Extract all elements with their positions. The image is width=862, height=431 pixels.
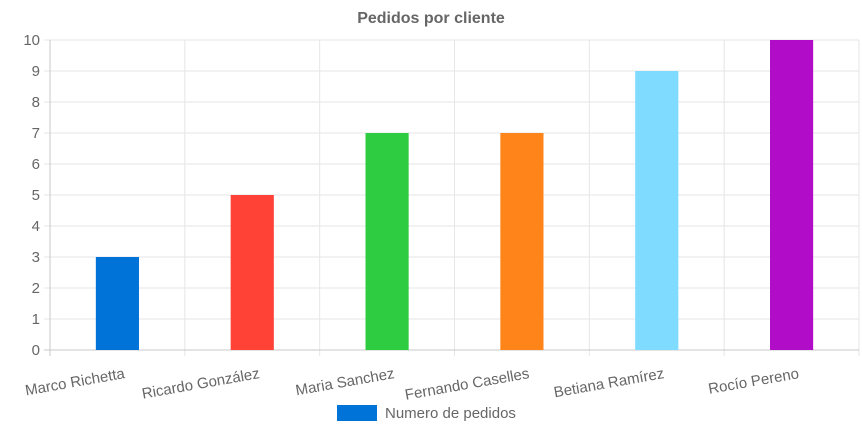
legend-label[interactable]: Numero de pedidos xyxy=(385,405,516,422)
x-tick-label: Fernando Caselles xyxy=(404,365,531,404)
y-tick-label: 9 xyxy=(32,63,40,80)
bar[interactable] xyxy=(230,195,274,350)
bar[interactable] xyxy=(635,71,679,350)
bar[interactable] xyxy=(365,133,409,350)
y-tick-label: 3 xyxy=(32,249,40,266)
legend[interactable]: Numero de pedidos xyxy=(337,405,516,422)
bar[interactable] xyxy=(95,257,139,350)
grid-lines xyxy=(44,39,860,356)
y-tick-label: 1 xyxy=(32,311,40,328)
y-tick-label: 10 xyxy=(23,32,40,49)
y-tick-label: 8 xyxy=(32,94,40,111)
y-tick-label: 0 xyxy=(32,342,40,359)
x-tick-label: Betiana Ramírez xyxy=(552,365,665,401)
bar[interactable] xyxy=(500,133,544,350)
x-tick-label: Maria Sanchez xyxy=(294,365,395,399)
y-tick-label: 6 xyxy=(32,156,40,173)
x-tick-label: Marco Richetta xyxy=(24,365,127,399)
bars xyxy=(95,40,814,350)
legend-swatch[interactable] xyxy=(337,405,377,421)
chart-title: Pedidos por cliente xyxy=(357,10,505,27)
x-tick-label: Ricardo González xyxy=(141,365,261,402)
y-tick-label: 4 xyxy=(32,218,40,235)
x-tick-label: Rocío Pereno xyxy=(707,365,800,398)
axes xyxy=(44,40,859,356)
bar[interactable] xyxy=(770,40,814,350)
x-axis-ticks: Marco Richetta Ricardo González Maria Sanc… xyxy=(24,365,800,404)
y-axis-ticks: 0 1 2 3 4 5 6 7 8 9 10 xyxy=(23,32,40,359)
y-tick-label: 5 xyxy=(32,187,40,204)
y-tick-label: 2 xyxy=(32,280,40,297)
y-tick-label: 7 xyxy=(32,125,40,142)
